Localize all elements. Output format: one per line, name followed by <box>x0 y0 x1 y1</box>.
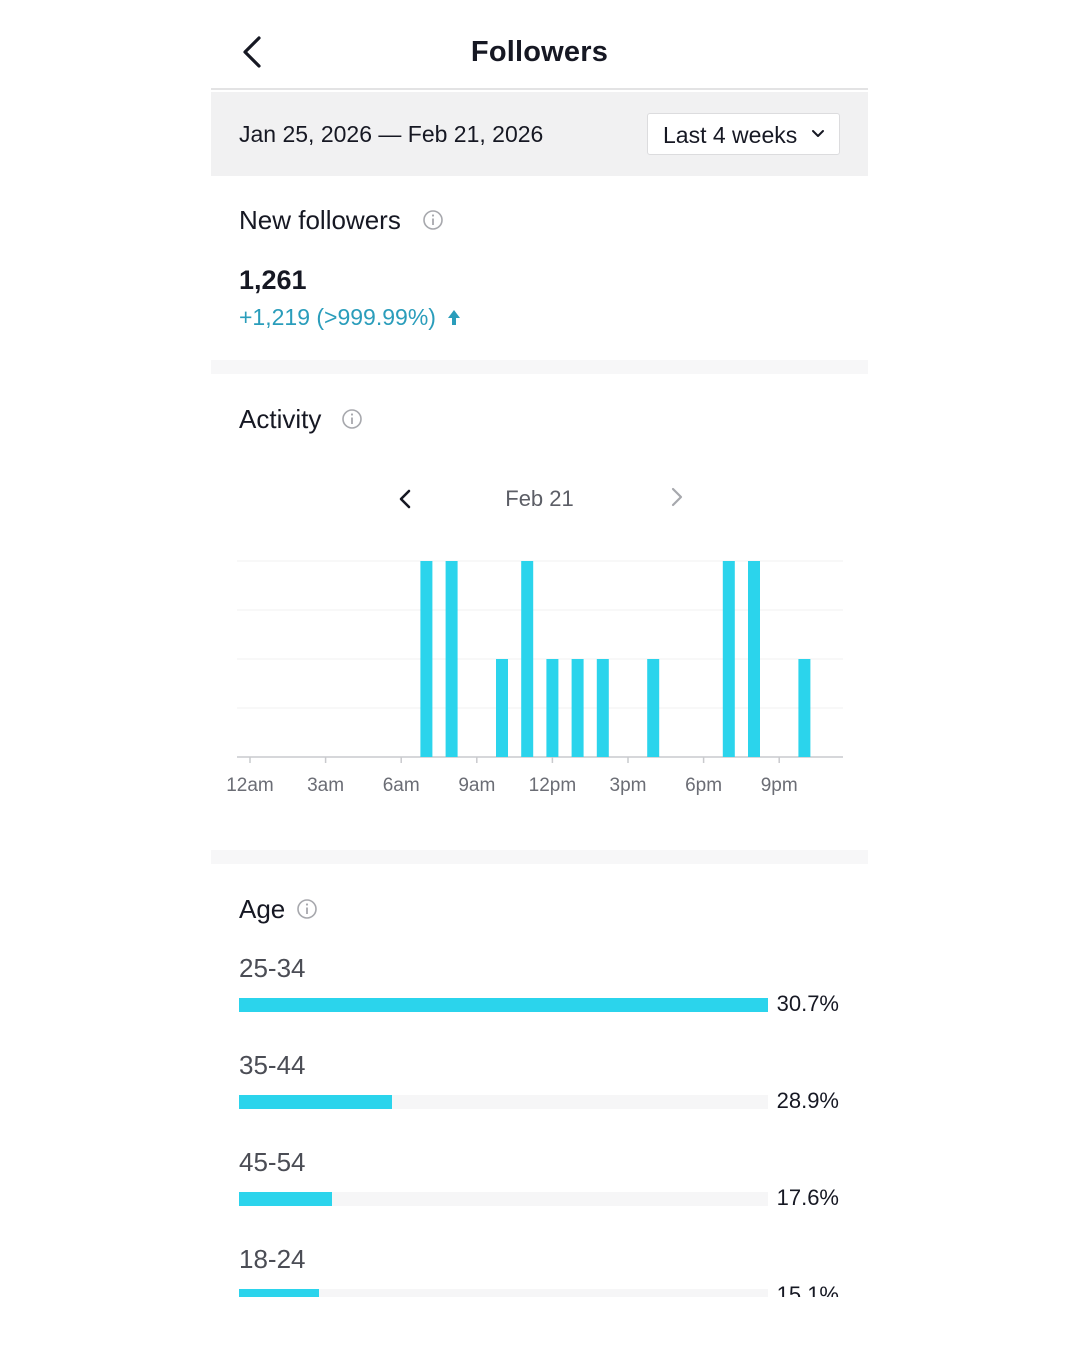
age-label: 25-34 <box>239 953 306 983</box>
age-bar-track <box>239 1095 768 1109</box>
x-tick-label: 12pm <box>528 775 577 796</box>
back-button[interactable] <box>233 30 273 74</box>
age-bar-track <box>239 998 768 1012</box>
x-tick-label: 3pm <box>609 775 647 796</box>
activity-bar-hour-16 <box>647 659 660 757</box>
activity-bar-hour-11 <box>521 561 534 757</box>
chevron-right-icon <box>671 487 683 507</box>
arrow-up-icon <box>448 310 460 325</box>
info-icon[interactable] <box>422 209 444 231</box>
activity-bar-hour-12 <box>546 659 559 757</box>
x-tick-label: 3am <box>307 775 345 796</box>
age-row-45-54: 45-54 17.6% <box>239 1147 839 1227</box>
age-title: Age <box>239 894 286 924</box>
age-label: 45-54 <box>239 1147 306 1177</box>
activity-bar-hour-19 <box>722 561 735 757</box>
new-followers-count: 1,261 <box>239 265 307 295</box>
page-title: Followers <box>470 36 609 68</box>
previous-day-button[interactable] <box>393 486 417 514</box>
range-dropdown[interactable]: Last 4 weeks <box>647 113 840 155</box>
chevron-left-icon <box>243 36 261 68</box>
activity-day-label: Feb 21 <box>505 486 574 511</box>
age-bar-track <box>239 1192 768 1206</box>
chevron-down-icon <box>812 130 824 137</box>
activity-chart <box>237 560 843 763</box>
activity-bar-hour-20 <box>748 561 760 757</box>
info-icon[interactable] <box>341 408 363 430</box>
x-tick-label: 12am <box>226 775 274 796</box>
info-icon[interactable] <box>296 898 318 920</box>
x-tick-label: 9am <box>458 775 496 796</box>
age-bar-fill <box>239 1095 392 1109</box>
age-row-25-34: 25-34 30.7% <box>239 953 839 1033</box>
activity-bar-hour-8 <box>445 561 458 757</box>
age-percent: 28.9% <box>776 1088 839 1113</box>
activity-bar-hour-10 <box>496 659 508 757</box>
age-percent: 17.6% <box>776 1185 839 1210</box>
chevron-left-icon <box>399 489 411 509</box>
followers-screen: Followers Jan 25, 2026 — Feb 21, 2026 La… <box>211 0 868 1350</box>
section-divider <box>211 850 868 864</box>
header: Followers <box>211 0 868 90</box>
activity-bar-hour-22 <box>798 659 811 757</box>
date-range-bar: Jan 25, 2026 — Feb 21, 2026 Last 4 weeks <box>211 92 868 176</box>
x-tick-label: 6am <box>382 775 420 796</box>
age-label: 35-44 <box>239 1050 306 1080</box>
section-divider <box>211 360 868 374</box>
activity-bar-hour-13 <box>571 659 584 757</box>
date-range-text: Jan 25, 2026 — Feb 21, 2026 <box>239 121 544 147</box>
age-percent: 30.7% <box>776 991 839 1016</box>
age-row-35-44: 35-44 28.9% <box>239 1050 839 1130</box>
age-bar-fill <box>239 1192 333 1206</box>
age-label: 18-24 <box>239 1244 306 1274</box>
x-tick-label: 6pm <box>685 775 723 796</box>
scroll-clip <box>211 1297 868 1350</box>
age-bar-fill <box>239 998 768 1012</box>
next-day-button[interactable] <box>665 484 689 512</box>
range-dropdown-label: Last 4 weeks <box>663 122 798 148</box>
new-followers-title: New followers <box>239 205 401 235</box>
activity-bar-hour-7 <box>420 561 433 757</box>
activity-title: Activity <box>239 404 322 434</box>
new-followers-change: +1,219 (>999.99%) <box>239 304 436 330</box>
activity-bar-hour-14 <box>596 659 609 757</box>
x-tick-label: 9pm <box>760 775 798 796</box>
